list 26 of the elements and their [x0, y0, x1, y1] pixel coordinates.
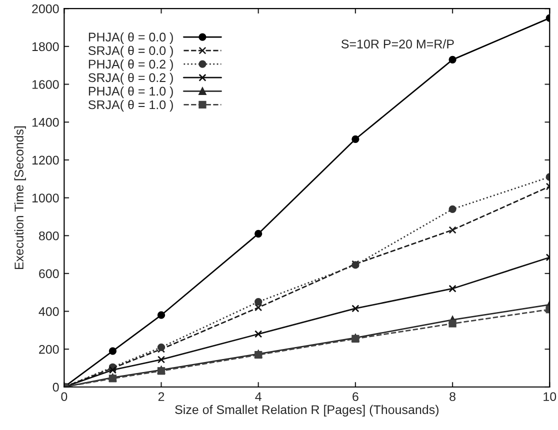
y-tick-label: 0 [52, 382, 59, 392]
y-tick-label: 400 [38, 307, 59, 316]
annotation: S=10R P=20 M=R/P [341, 39, 454, 48]
legend-label: PHJA( θ = 0.2 ) [88, 59, 173, 72]
legend-label: SRJA( θ = 1.0 ) [88, 100, 173, 112]
x-tick-label: 4 [255, 392, 262, 401]
y-tick-label: 1200 [32, 156, 59, 165]
y-tick-label: 1000 [32, 194, 59, 202]
y-tick-label: 1400 [32, 118, 59, 127]
y-tick-label: 800 [39, 231, 59, 240]
x-tick-label: 0 [61, 392, 68, 402]
x-axis-title: Size of Smallet Relation R [Pages] (Thousands) [175, 404, 438, 417]
x-tick-label: 2 [158, 392, 164, 401]
x-tick-label: 10 [544, 392, 556, 402]
y-axis-title: Execution Time [Seconds] [14, 126, 26, 270]
legend-label: PHJA( θ = 0.0 ) [88, 32, 173, 44]
legend-label: PHJA( θ = 1.0 ) [88, 86, 173, 98]
y-tick-label: 600 [39, 269, 59, 278]
y-tick-label: 1600 [32, 80, 59, 89]
legend-label: SRJA( θ = 0.0 ) [88, 46, 173, 58]
y-tick-label: 200 [39, 344, 59, 354]
y-tick-label: 2000 [32, 4, 59, 14]
x-tick-label: 8 [450, 392, 456, 402]
x-tick-label: 6 [352, 392, 358, 402]
y-tick-label: 1800 [32, 42, 59, 52]
legend-label: SRJA( θ = 0.2 ) [88, 72, 173, 85]
